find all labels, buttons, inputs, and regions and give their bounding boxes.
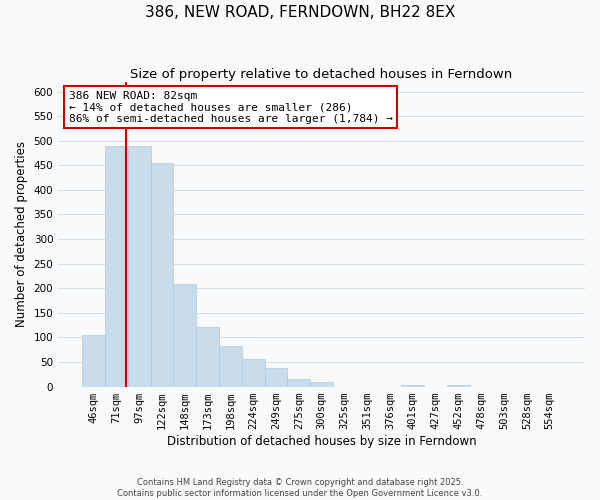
Bar	[105, 146, 128, 386]
Bar	[151, 163, 173, 386]
Bar	[82, 335, 105, 386]
Bar	[310, 382, 333, 386]
Bar	[219, 346, 242, 387]
Bar	[173, 284, 196, 386]
Bar	[447, 384, 470, 386]
Text: 386, NEW ROAD, FERNDOWN, BH22 8EX: 386, NEW ROAD, FERNDOWN, BH22 8EX	[145, 5, 455, 20]
Bar	[196, 326, 219, 386]
Bar	[128, 146, 151, 386]
Text: 386 NEW ROAD: 82sqm
← 14% of detached houses are smaller (286)
86% of semi-detac: 386 NEW ROAD: 82sqm ← 14% of detached ho…	[69, 91, 393, 124]
Bar	[401, 384, 424, 386]
Bar	[242, 358, 265, 386]
Text: Contains HM Land Registry data © Crown copyright and database right 2025.
Contai: Contains HM Land Registry data © Crown c…	[118, 478, 482, 498]
Bar	[265, 368, 287, 386]
Title: Size of property relative to detached houses in Ferndown: Size of property relative to detached ho…	[130, 68, 513, 80]
Y-axis label: Number of detached properties: Number of detached properties	[15, 141, 28, 327]
X-axis label: Distribution of detached houses by size in Ferndown: Distribution of detached houses by size …	[167, 434, 476, 448]
Bar	[287, 379, 310, 386]
